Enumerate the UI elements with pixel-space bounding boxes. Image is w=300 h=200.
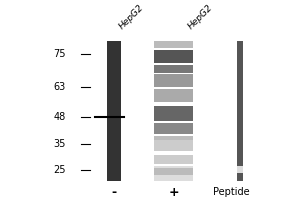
Bar [154, 102, 194, 121]
Bar [154, 121, 194, 123]
Bar [237, 166, 243, 173]
Bar [154, 151, 194, 155]
Bar [154, 166, 194, 181]
Text: HepG2: HepG2 [117, 3, 145, 31]
Bar [154, 164, 194, 166]
Bar [154, 153, 194, 164]
Bar [154, 140, 194, 151]
Bar [154, 87, 194, 102]
Text: Peptide: Peptide [213, 187, 250, 197]
Text: 75: 75 [53, 49, 66, 59]
Bar [154, 87, 194, 89]
Text: 25: 25 [53, 165, 66, 175]
Text: 35: 35 [54, 139, 66, 149]
Text: +: + [169, 186, 179, 199]
Bar [154, 134, 194, 136]
Bar [154, 63, 194, 65]
Text: -: - [111, 186, 117, 199]
Bar [154, 41, 194, 181]
Bar [154, 50, 194, 63]
Bar [154, 48, 194, 50]
Text: 48: 48 [54, 112, 66, 122]
Text: 63: 63 [54, 82, 66, 92]
Bar [154, 73, 194, 74]
Bar [237, 41, 243, 181]
Bar [154, 168, 194, 175]
Text: HepG2: HepG2 [186, 3, 214, 31]
Bar [154, 102, 194, 106]
Bar [154, 73, 194, 87]
Bar [154, 63, 194, 73]
Bar [107, 41, 121, 181]
Bar [154, 121, 194, 134]
